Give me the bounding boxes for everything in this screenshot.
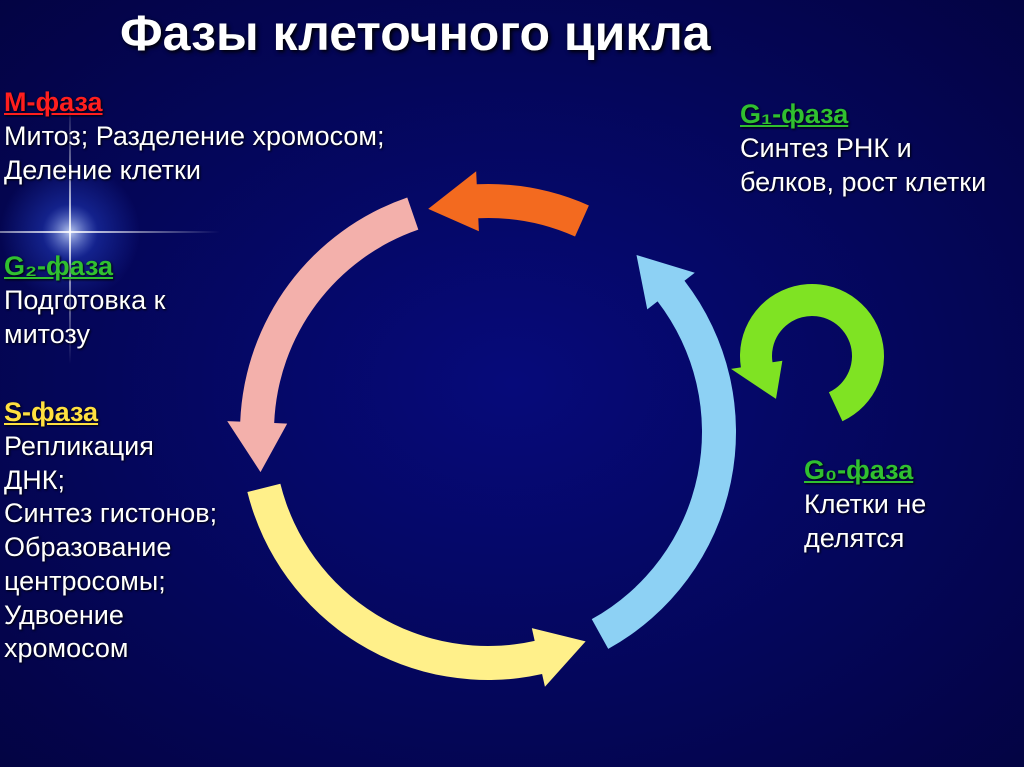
phase-label-s: S-фаза РепликацияДНК;Синтез гистонов;Обр… bbox=[4, 396, 217, 666]
cycle-arrow bbox=[227, 198, 418, 473]
title-text: Фазы клеточного цикла bbox=[120, 5, 711, 61]
phase-desc: Митоз; Разделение хромосом;Деление клетк… bbox=[4, 120, 385, 188]
cycle-arrow bbox=[731, 284, 884, 421]
phase-label-g1: G₁-фаза Синтез РНК ибелков, рост клетки bbox=[740, 98, 986, 199]
phase-label-g2: G₂-фаза Подготовка кмитозу bbox=[4, 250, 165, 351]
phase-desc: Клетки неделятся bbox=[804, 488, 926, 556]
diagram-stage: Фазы клеточного цикла M-фаза Митоз; Разд… bbox=[0, 0, 1024, 767]
phase-label-m: M-фаза Митоз; Разделение хромосом;Делени… bbox=[4, 86, 385, 187]
cycle-arrow bbox=[592, 255, 736, 649]
phase-heading: G₁-фаза bbox=[740, 98, 986, 132]
phase-heading: G₂-фаза bbox=[4, 250, 165, 284]
phase-desc: Подготовка кмитозу bbox=[4, 284, 165, 352]
phase-heading: M-фаза bbox=[4, 86, 385, 120]
phase-desc: Синтез РНК ибелков, рост клетки bbox=[740, 132, 986, 200]
page-title: Фазы клеточного цикла bbox=[120, 4, 711, 62]
cycle-arrow bbox=[428, 171, 589, 236]
phase-heading: S-фаза bbox=[4, 396, 217, 430]
phase-label-g0: G₀-фаза Клетки неделятся bbox=[804, 454, 926, 555]
cycle-arrow bbox=[247, 484, 585, 687]
phase-desc: РепликацияДНК;Синтез гистонов;Образовани… bbox=[4, 430, 217, 666]
phase-heading: G₀-фаза bbox=[804, 454, 926, 488]
